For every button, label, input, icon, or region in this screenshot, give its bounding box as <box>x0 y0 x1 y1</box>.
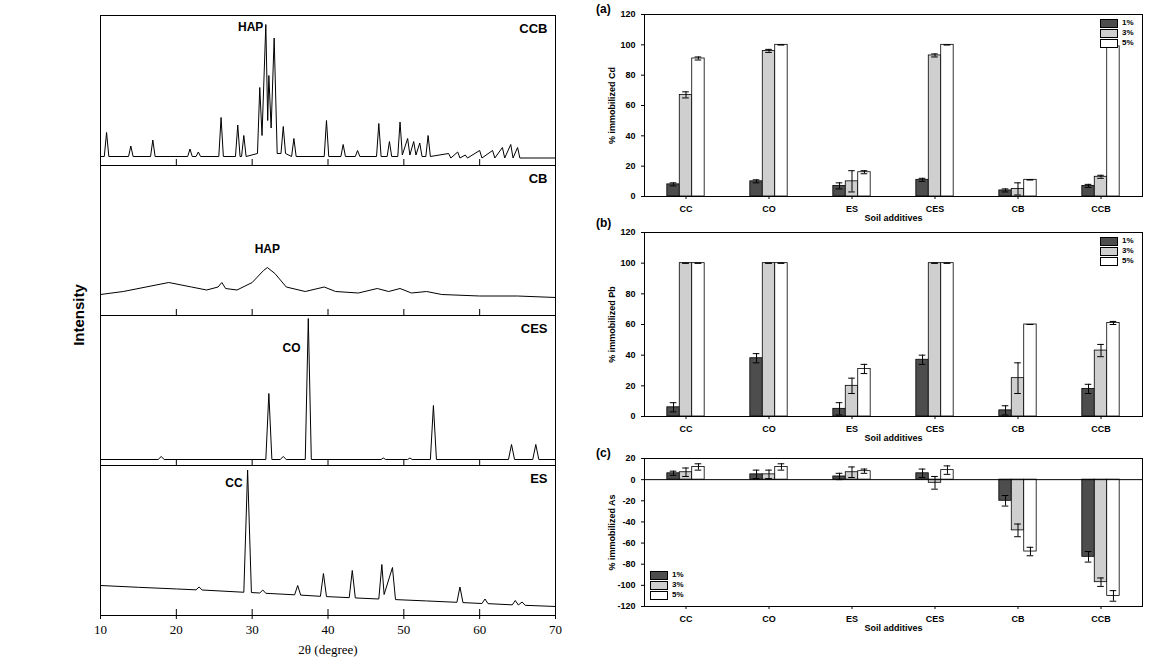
svg-text:CO: CO <box>762 614 776 624</box>
svg-text:CES: CES <box>926 204 945 214</box>
svg-text:% immobilized As: % immobilized As <box>607 494 617 570</box>
svg-text:ES: ES <box>846 204 858 214</box>
html-text:1%: 1% <box>672 570 684 579</box>
html-text:(c): (c) <box>596 446 611 460</box>
html-text:1%: 1% <box>1122 236 1134 245</box>
svg-text:-100: -100 <box>617 580 635 590</box>
svg-text:20: 20 <box>625 453 635 463</box>
svg-text:80: 80 <box>625 289 635 299</box>
svg-text:Soil additives: Soil additives <box>864 213 922 223</box>
svg-text:70: 70 <box>549 622 562 637</box>
svg-text:CES: CES <box>926 424 945 434</box>
svg-text:10: 10 <box>94 622 107 637</box>
svg-text:0: 0 <box>630 475 635 485</box>
svg-text:CCB: CCB <box>1091 424 1111 434</box>
svg-text:CC: CC <box>680 204 693 214</box>
svg-text:-80: -80 <box>622 559 635 569</box>
svg-text:Soil additives: Soil additives <box>864 433 922 443</box>
svg-text:CO: CO <box>762 204 776 214</box>
svg-text:30: 30 <box>246 622 259 637</box>
html-text:1%: 1% <box>1122 18 1134 27</box>
html-text:(a): (a) <box>596 2 611 16</box>
svg-text:CES: CES <box>521 321 548 336</box>
svg-text:HAP: HAP <box>238 20 263 34</box>
svg-text:20: 20 <box>625 381 635 391</box>
svg-text:CES: CES <box>926 614 945 624</box>
svg-text:CCB: CCB <box>1091 204 1111 214</box>
svg-text:CB: CB <box>1012 424 1025 434</box>
svg-text:80: 80 <box>625 70 635 80</box>
svg-text:0: 0 <box>630 411 635 421</box>
svg-text:% immobilized Pb: % immobilized Pb <box>607 286 617 363</box>
svg-text:CC: CC <box>680 614 693 624</box>
html-text:5%: 5% <box>672 590 684 599</box>
svg-text:CB: CB <box>529 171 548 186</box>
svg-text:ES: ES <box>846 424 858 434</box>
svg-text:CC: CC <box>225 476 243 490</box>
svg-text:CB: CB <box>1012 204 1025 214</box>
svg-text:CB: CB <box>1012 614 1025 624</box>
html-text:(b): (b) <box>596 216 612 230</box>
svg-text:HAP: HAP <box>255 242 280 256</box>
svg-text:CC: CC <box>680 424 693 434</box>
svg-text:40: 40 <box>322 622 335 637</box>
svg-text:CCB: CCB <box>519 21 547 36</box>
svg-text:2θ (degree): 2θ (degree) <box>298 642 357 657</box>
html-text:3%: 3% <box>672 580 684 589</box>
svg-text:0: 0 <box>630 191 635 201</box>
svg-text:CO: CO <box>762 424 776 434</box>
html-text:3%: 3% <box>1122 28 1134 37</box>
svg-text:20: 20 <box>625 161 635 171</box>
svg-text:50: 50 <box>397 622 410 637</box>
svg-text:ES: ES <box>846 614 858 624</box>
html-text:5%: 5% <box>1122 256 1134 265</box>
svg-text:-60: -60 <box>622 538 635 548</box>
html-text:5%: 5% <box>1122 38 1134 47</box>
svg-text:% immobilized Cd: % immobilized Cd <box>607 67 617 144</box>
svg-text:ES: ES <box>530 471 548 486</box>
svg-text:-40: -40 <box>622 517 635 527</box>
svg-text:40: 40 <box>625 350 635 360</box>
svg-text:CO: CO <box>283 341 301 355</box>
svg-text:60: 60 <box>473 622 486 637</box>
svg-text:120: 120 <box>620 227 635 237</box>
svg-text:100: 100 <box>620 40 635 50</box>
svg-text:Soil additives: Soil additives <box>864 623 922 633</box>
svg-text:20: 20 <box>170 622 183 637</box>
svg-text:60: 60 <box>625 319 635 329</box>
html-text:3%: 3% <box>1122 246 1134 255</box>
svg-text:60: 60 <box>625 100 635 110</box>
svg-text:100: 100 <box>620 258 635 268</box>
html-text:Intensity: Intensity <box>69 284 87 346</box>
svg-text:-120: -120 <box>617 601 635 611</box>
svg-text:CCB: CCB <box>1091 614 1111 624</box>
svg-text:-20: -20 <box>622 496 635 506</box>
svg-text:120: 120 <box>620 9 635 19</box>
svg-text:40: 40 <box>625 131 635 141</box>
